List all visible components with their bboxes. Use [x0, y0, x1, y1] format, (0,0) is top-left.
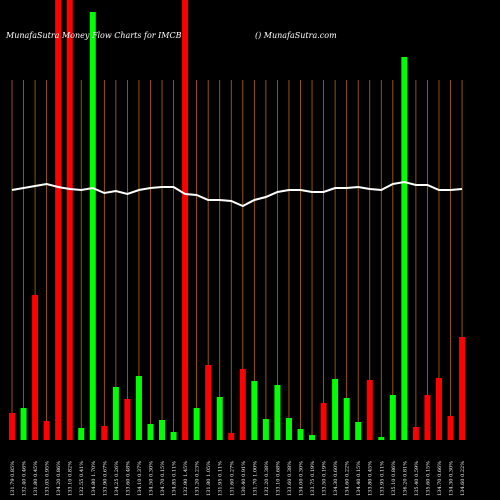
bar	[205, 365, 212, 440]
bar	[228, 433, 235, 440]
bar	[435, 378, 442, 440]
bar	[124, 399, 131, 440]
x-tick-label: 134.25 0.26%	[114, 461, 120, 496]
x-tick-label: 134.00 0.30%	[299, 461, 305, 496]
x-tick-label: 134.10 0.37%	[137, 461, 143, 496]
x-tick-label: 136.20 0.81%	[402, 461, 408, 496]
bar	[9, 413, 15, 440]
x-tick-label: 132.90 1.45%	[183, 461, 189, 496]
x-tick-label: 134.30 0.30%	[449, 461, 455, 496]
x-tick-label: 134.80 1.70%	[91, 461, 97, 496]
bar	[147, 424, 154, 440]
bar	[32, 295, 39, 440]
bars	[9, 0, 466, 440]
x-tick-label: 133.60 0.48%	[125, 461, 131, 496]
x-tick-label: 133.75 0.19%	[310, 461, 316, 496]
bar	[459, 337, 466, 440]
x-tick-label: 131.70 1.00%	[252, 461, 258, 496]
bar	[378, 437, 385, 440]
x-tick-label: 133.10 0.82%	[68, 461, 74, 496]
x-tick-label: 134.50 0.30%	[148, 461, 154, 496]
bar	[424, 395, 431, 440]
bar	[135, 376, 142, 440]
x-tick-label: 134.20 0.86%	[56, 461, 62, 496]
bar	[43, 421, 50, 440]
bar	[78, 428, 85, 440]
x-tick-label: 134.70 0.15%	[160, 461, 166, 496]
x-tick-label: 131.80 1.05%	[206, 461, 212, 496]
x-tick-label: 132.40 0.46%	[22, 461, 28, 496]
x-tick-label: 131.79 0.85%	[10, 461, 16, 496]
x-tick-label: 131.80 0.45%	[33, 461, 39, 496]
x-tick-label: 134.70 0.66%	[437, 461, 443, 496]
bar	[112, 387, 119, 440]
bar	[239, 369, 246, 440]
x-tick-label: 133.20 0.23%	[195, 461, 201, 496]
bar	[389, 395, 396, 440]
x-tick-label: 135.10 0.86%	[391, 461, 397, 496]
bar	[297, 429, 304, 440]
x-tick-label: 135.40 0.59%	[414, 461, 420, 496]
x-tick-label: 133.90 0.67%	[102, 461, 108, 496]
bar	[216, 397, 223, 440]
bar	[343, 398, 350, 440]
bar	[251, 381, 258, 440]
price-line	[11, 180, 463, 208]
x-tick-label: 134.40 0.15%	[356, 461, 362, 496]
bar	[401, 57, 408, 440]
x-tick-label: 134.60 0.22%	[460, 461, 466, 496]
bar	[193, 408, 200, 440]
x-tick-label: 133.50 0.19%	[322, 461, 328, 496]
bar	[309, 435, 316, 440]
bar	[159, 420, 166, 440]
bar	[170, 432, 177, 440]
x-tick-label: 133.95 0.11%	[379, 461, 385, 496]
bar	[262, 419, 269, 440]
x-tick-label: 134.60 0.22%	[345, 461, 351, 496]
x-tick-label: 134.30 0.60%	[333, 461, 339, 496]
chart-title: MunafaSutra Money Flow Charts for IMCB	[5, 31, 182, 40]
x-tick-label: 130.40 0.91%	[241, 461, 247, 496]
x-tick-label: 131.60 0.27%	[229, 461, 235, 496]
x-tick-label: 132.55 0.41%	[79, 461, 85, 496]
x-tick-label: 132.20 0.38%	[264, 461, 270, 496]
bar	[20, 408, 27, 440]
bar	[332, 379, 339, 440]
bar	[66, 0, 73, 440]
x-tick-label: 133.05 0.95%	[45, 461, 51, 496]
bar	[447, 416, 454, 440]
bar	[285, 418, 292, 440]
x-tick-label: 133.10 0.68%	[275, 461, 281, 496]
x-tick-label: 133.80 0.45%	[368, 461, 374, 496]
bar	[366, 380, 373, 440]
bar	[89, 12, 96, 440]
lines	[11, 180, 463, 208]
x-labels: 131.79 0.85% 132.40 0.46% 131.80 0.45% 133.…	[10, 461, 466, 496]
x-tick-label: 131.95 0.11%	[218, 461, 224, 496]
bar	[55, 0, 62, 440]
chart-subtitle: () MunafaSutra.com	[255, 31, 337, 40]
bar	[320, 403, 327, 440]
x-tick-label: 134.85 0.11%	[172, 461, 178, 496]
x-tick-label: 133.60 0.38%	[287, 461, 293, 496]
bar	[274, 385, 281, 440]
bar	[101, 426, 108, 440]
bar	[412, 427, 419, 440]
x-tick-label: 135.60 0.15%	[425, 461, 431, 496]
bar	[182, 0, 189, 440]
bar	[355, 422, 362, 440]
